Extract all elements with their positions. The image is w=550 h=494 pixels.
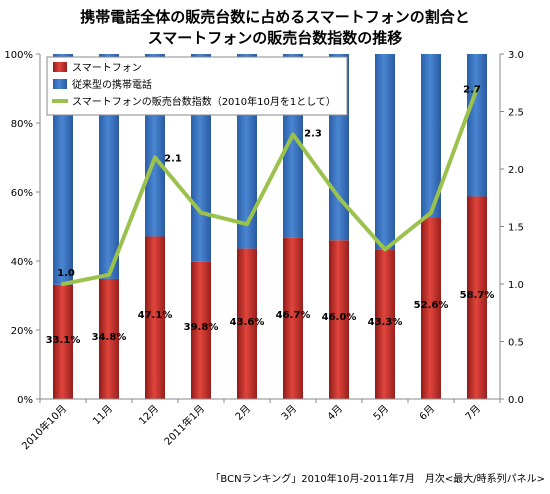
legend-label-feature-phone: 従来型の携帯電話 (72, 78, 152, 91)
index-line (61, 86, 479, 286)
legend-swatch-feature-phone (53, 79, 67, 89)
bar-feature-phone (375, 54, 395, 250)
x-axis-category-label: 4月 (325, 403, 345, 423)
smartphone-share-label: 34.8% (92, 332, 127, 343)
legend-label-smartphone: スマートフォン (72, 63, 142, 74)
chart-title-line-2: スマートフォンの販売台数指数の推移 (148, 29, 403, 47)
chart-title-line-1: 携帯電話全体の販売台数に占めるスマートフォンの割合と (80, 8, 470, 26)
bar-smartphone (375, 249, 395, 399)
x-axis-category-label: 11月 (91, 403, 116, 428)
x-axis-category-label: 2011年1月 (161, 402, 207, 448)
bar-feature-phone (421, 54, 441, 218)
left-axis-tick-label: 60% (11, 188, 33, 199)
left-axis-tick-label: 40% (11, 257, 33, 268)
left-axis-tick-label: 100% (4, 50, 33, 61)
legend-label-index: スマートフォンの販売台数指数（2010年10月を1として） (72, 95, 336, 108)
bar-smartphone (145, 236, 165, 399)
smartphone-share-label: 43.6% (230, 317, 265, 328)
bar-smartphone (99, 278, 119, 399)
x-axis-category-label: 5月 (371, 403, 391, 423)
bar-feature-phone (467, 54, 487, 197)
right-axis-tick-label: 1.5 (508, 223, 524, 234)
labels-layer: 33.1% 34.8% 47.1% 39.8% 43.6% 46.7% 46.0% 43.3%… (46, 85, 495, 347)
bar-smartphone (421, 217, 441, 399)
bar-smartphone (191, 261, 211, 399)
smartphone-share-label: 58.7% (460, 290, 495, 301)
index-value-label: 2.1 (164, 154, 182, 165)
x-axis-category-label: 2010年10月 (19, 402, 69, 452)
smartphone-share-label: 33.1% (46, 335, 81, 346)
x-axis-category-label: 7月 (463, 403, 483, 423)
smartphone-share-label: 47.1% (138, 310, 173, 321)
left-axis-tick-label: 80% (11, 119, 33, 130)
smartphone-share-label: 52.6% (414, 300, 449, 311)
bar-smartphone (329, 240, 349, 399)
source-note: 「BCNランキング」2010年10月-2011年7月 月次<最大/時系列パネル> (210, 472, 545, 485)
smartphone-share-label: 39.8% (184, 322, 219, 333)
index-value-label: 2.7 (463, 85, 481, 96)
x-axis-category-label: 3月 (279, 403, 299, 423)
right-axis-tick-label: 0.0 (508, 395, 524, 406)
left-axis-tick-label: 20% (11, 326, 33, 337)
left-axis-tick-label: 0% (17, 395, 33, 406)
x-axis-category-label: 6月 (417, 403, 437, 423)
right-axis-tick-label: 3.0 (508, 50, 524, 61)
smartphone-share-label: 43.3% (368, 317, 403, 328)
legend: スマートフォン 従来型の携帯電話 スマートフォンの販売台数指数（2010年10月… (46, 56, 348, 116)
legend-swatch-smartphone (53, 62, 67, 72)
right-axis-tick-label: 2.0 (508, 165, 524, 176)
x-axis-category-label: 12月 (137, 403, 162, 428)
bar-smartphone (467, 196, 487, 399)
legend-box (46, 56, 348, 116)
bar-smartphone (53, 284, 73, 399)
bar-smartphone (283, 237, 303, 399)
index-value-label: 1.0 (57, 268, 75, 279)
index-value-label: 2.3 (304, 129, 322, 140)
smartphone-share-label: 46.0% (322, 312, 357, 323)
right-axis-tick-label: 2.5 (508, 108, 524, 119)
line-layer (61, 86, 479, 286)
smartphone-share-label: 46.7% (276, 310, 311, 321)
right-axis-tick-label: 0.5 (508, 338, 524, 349)
bar-smartphone (237, 248, 257, 399)
right-axis-tick-label: 1.0 (508, 280, 524, 291)
x-axis-category-label: 2月 (233, 403, 253, 423)
